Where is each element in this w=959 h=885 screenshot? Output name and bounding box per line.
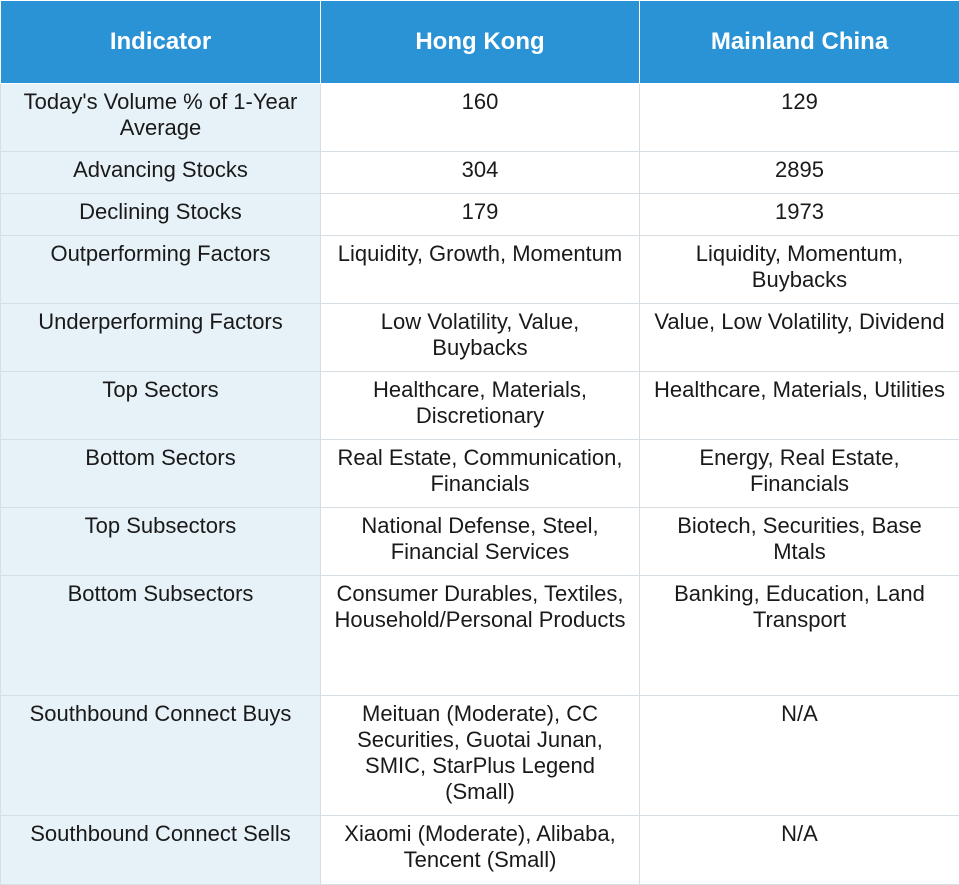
table-row: Southbound Connect Sells Xiaomi (Moderat… [1, 816, 959, 885]
hong-kong-cell: Low Volatility, Value, Buybacks [321, 304, 640, 372]
indicator-cell: Southbound Connect Buys [1, 696, 321, 816]
table-row: Underperforming Factors Low Volatility, … [1, 304, 959, 372]
hong-kong-cell: Real Estate, Communication, Financials [321, 440, 640, 508]
hong-kong-cell: Consumer Durables, Textiles, Household/P… [321, 576, 640, 696]
table-row: Top Sectors Healthcare, Materials, Discr… [1, 372, 959, 440]
indicator-cell: Today's Volume % of 1-Year Average [1, 84, 321, 152]
hong-kong-cell: 160 [321, 84, 640, 152]
mainland-china-cell: N/A [640, 816, 959, 885]
indicator-cell: Bottom Subsectors [1, 576, 321, 696]
mainland-china-cell: 2895 [640, 152, 959, 194]
hong-kong-cell: Healthcare, Materials, Discretionary [321, 372, 640, 440]
indicator-cell: Outperforming Factors [1, 236, 321, 304]
mainland-china-cell: Energy, Real Estate, Financials [640, 440, 959, 508]
mainland-china-cell: Biotech, Securities, Base Mtals [640, 508, 959, 576]
indicator-cell: Bottom Sectors [1, 440, 321, 508]
table-row: Outperforming Factors Liquidity, Growth,… [1, 236, 959, 304]
hong-kong-cell: Liquidity, Growth, Momentum [321, 236, 640, 304]
mainland-china-cell: 129 [640, 84, 959, 152]
table-row: Bottom Subsectors Consumer Durables, Tex… [1, 576, 959, 696]
table-row: Declining Stocks 179 1973 [1, 194, 959, 236]
indicator-cell: Top Subsectors [1, 508, 321, 576]
hong-kong-cell: National Defense, Steel, Financial Servi… [321, 508, 640, 576]
indicator-cell: Declining Stocks [1, 194, 321, 236]
header-hong-kong: Hong Kong [321, 1, 640, 84]
hong-kong-cell: Xiaomi (Moderate), Alibaba, Tencent (Sma… [321, 816, 640, 885]
indicator-cell: Underperforming Factors [1, 304, 321, 372]
table-row: Today's Volume % of 1-Year Average 160 1… [1, 84, 959, 152]
header-row: Indicator Hong Kong Mainland China [1, 1, 959, 84]
hong-kong-cell: 179 [321, 194, 640, 236]
mainland-china-cell: Banking, Education, Land Transport [640, 576, 959, 696]
header-indicator: Indicator [1, 1, 321, 84]
table-row: Advancing Stocks 304 2895 [1, 152, 959, 194]
mainland-china-cell: N/A [640, 696, 959, 816]
table-row: Bottom Sectors Real Estate, Communicatio… [1, 440, 959, 508]
indicator-cell: Southbound Connect Sells [1, 816, 321, 885]
hong-kong-cell: 304 [321, 152, 640, 194]
mainland-china-cell: Value, Low Volatility, Dividend [640, 304, 959, 372]
indicator-cell: Advancing Stocks [1, 152, 321, 194]
mainland-china-cell: Liquidity, Momentum, Buybacks [640, 236, 959, 304]
mainland-china-cell: Healthcare, Materials, Utilities [640, 372, 959, 440]
header-mainland-china: Mainland China [640, 1, 959, 84]
table-row: Southbound Connect Buys Meituan (Moderat… [1, 696, 959, 816]
table-row: Top Subsectors National Defense, Steel, … [1, 508, 959, 576]
hong-kong-cell: Meituan (Moderate), CC Securities, Guota… [321, 696, 640, 816]
indicator-cell: Top Sectors [1, 372, 321, 440]
mainland-china-cell: 1973 [640, 194, 959, 236]
